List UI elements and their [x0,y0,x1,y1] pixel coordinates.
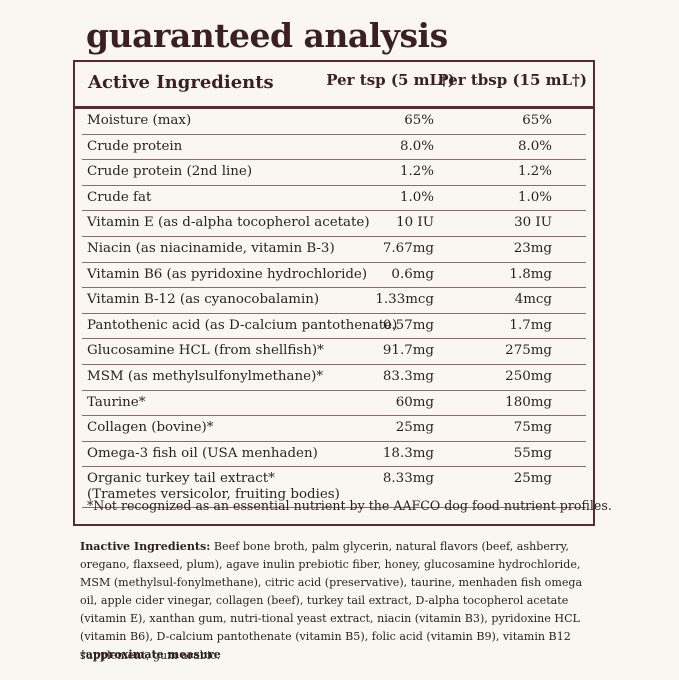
per-tsp-value: 1.33mcg [375,292,434,308]
ingredient-name: Niacin (as niacinamide, vitamin B-3) [87,240,335,256]
approximate-measure-note: †approximate measure [80,648,221,661]
ingredient-name: Crude protein [87,138,183,154]
per-tbsp-value: 30 IU [514,215,552,231]
ingredient-name: Vitamin B-12 (as cyanocobalamin) [87,292,320,308]
ingredient-name: Vitamin B6 (as pyridoxine hydrochloride) [87,266,368,282]
inactive-ingredients: Inactive Ingredients: Beef bone broth, p… [80,538,595,665]
per-tbsp-value: 8.0% [517,138,552,154]
per-tbsp-value: 23mg [513,240,552,256]
per-tbsp-value: 180mg [505,394,552,410]
per-tsp-value: 83.3mg [382,368,434,384]
table-row: Crude protein 8.0% 8.0% [82,135,586,161]
table-row: Collagen (bovine)* 25mg 75mg [82,416,586,442]
ingredient-name: Crude fat [87,189,152,205]
inactive-ingredients-label: Inactive Ingredients: [80,540,211,553]
per-tbsp-value: 25mg [513,471,552,487]
page-title: guaranteed analysis [86,16,448,55]
per-tsp-value: 91.7mg [382,343,434,359]
per-tsp-value: 18.3mg [382,445,434,461]
per-tbsp-value: 65% [522,113,552,128]
per-tsp-value: 8.33mg [382,471,434,487]
per-tbsp-value: 1.2% [517,164,552,180]
table-row: Organic turkey tail extract* (Trametes v… [82,467,586,509]
table-row: Pantothenic acid (as D-calcium pantothen… [82,314,586,340]
per-tsp-value: 7.67mg [382,240,434,256]
header-per-tsp: Per tsp (5 mL†) [326,71,455,89]
ingredient-name: MSM (as methylsulfonylmethane)* [87,368,324,384]
per-tsp-value: 60mg [395,394,434,410]
table-row: Vitamin B6 (as pyridoxine hydrochloride)… [82,263,586,289]
table-row: Glucosamine HCL (from shellfish)* 91.7mg… [82,339,586,365]
ingredient-name: Glucosamine HCL (from shellfish)* [87,343,324,359]
per-tsp-value: 1.2% [399,164,434,180]
per-tbsp-value: 75mg [513,420,552,436]
ingredient-name: Pantothenic acid (as D-calcium pantothen… [87,317,398,333]
table-row: Vitamin B-12 (as cyanocobalamin) 1.33mcg… [82,288,586,314]
table-row: Omega-3 fish oil (USA menhaden) 18.3mg 5… [82,442,586,468]
ingredient-name: Collagen (bovine)* [87,420,214,436]
per-tsp-value: 8.0% [399,138,434,154]
per-tbsp-value: 275mg [505,343,552,359]
per-tsp-value: 0.6mg [391,266,434,282]
table-row: Moisture (max) 65% 65% [82,109,586,135]
table-row: MSM (as methylsulfonylmethane)* 83.3mg 2… [82,365,586,391]
table-row: Crude protein (2nd line) 1.2% 1.2% [82,160,586,186]
inactive-ingredients-text: Beef bone broth, palm glycerin, natural … [80,540,583,662]
table-row: Vitamin E (as d-alpha tocopherol acetate… [82,211,586,237]
per-tbsp-value: 1.8mg [509,266,552,282]
per-tbsp-value: 55mg [513,445,552,461]
per-tsp-value: 0.57mg [382,317,434,333]
table-header: Active Ingredients Per tsp (5 mL†) Per t… [75,62,593,109]
per-tsp-value: 10 IU [396,215,434,231]
ingredient-name: Vitamin E (as d-alpha tocopherol acetate… [87,215,370,231]
per-tsp-value: 1.0% [399,189,434,205]
analysis-table: Active Ingredients Per tsp (5 mL†) Per t… [73,60,612,526]
ingredient-name: Organic turkey tail extract* (Trametes v… [87,471,340,503]
aafco-footnote: *Not recognized as an essential nutrient… [87,498,612,513]
per-tbsp-value: 1.0% [517,189,552,205]
table-row: Niacin (as niacinamide, vitamin B-3) 7.6… [82,237,586,263]
per-tsp-value: 65% [404,113,434,128]
ingredient-name: Crude protein (2nd line) [87,164,253,180]
ingredient-name: Moisture (max) [87,113,192,128]
header-per-tbsp: Per tbsp (15 mL†) [437,71,587,89]
per-tbsp-value: 250mg [505,368,552,384]
table-row: Taurine* 60mg 180mg [82,391,586,417]
table-body: Moisture (max) 65% 65% Crude protein 8.0… [75,109,593,509]
per-tsp-value: 25mg [395,420,434,436]
header-active-ingredients: Active Ingredients [88,72,274,93]
per-tbsp-value: 4mcg [514,292,552,308]
per-tbsp-value: 1.7mg [509,317,552,333]
ingredient-name: Omega-3 fish oil (USA menhaden) [87,445,318,461]
table-row: Crude fat 1.0% 1.0% [82,186,586,212]
ingredient-name: Taurine* [87,394,146,410]
